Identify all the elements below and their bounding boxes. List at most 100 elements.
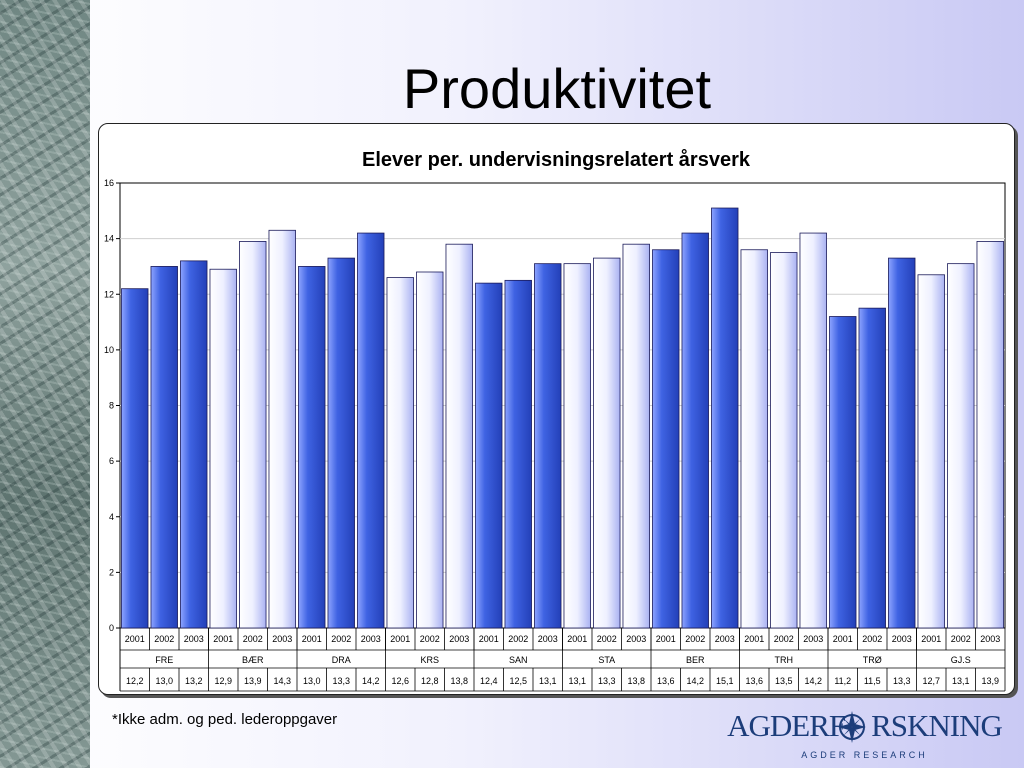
category-label: FRE	[155, 655, 173, 665]
logo-wordmark: AGDERF RSKNING	[722, 708, 1007, 744]
bar	[858, 307, 886, 629]
bar	[681, 232, 709, 629]
year-label: 2002	[685, 634, 705, 644]
year-label: 2003	[892, 634, 912, 644]
value-label: 12,4	[480, 676, 498, 686]
year-label: 2001	[656, 634, 676, 644]
bar	[445, 243, 473, 629]
year-label: 2002	[774, 634, 794, 644]
bar	[770, 252, 798, 629]
bar	[917, 274, 945, 629]
category-label: TRH	[775, 655, 794, 665]
value-label: 14,2	[686, 676, 704, 686]
bar	[976, 241, 1004, 629]
category-label: SAN	[509, 655, 528, 665]
value-label: 13,0	[155, 676, 173, 686]
compass-rose-icon	[838, 711, 866, 743]
category-label: BER	[686, 655, 705, 665]
year-label: 2002	[331, 634, 351, 644]
year-label: 2002	[154, 634, 174, 644]
value-label: 12,9	[214, 676, 232, 686]
year-label: 2003	[626, 634, 646, 644]
year-label: 2001	[744, 634, 764, 644]
y-tick-label: 12	[104, 289, 114, 299]
bar	[239, 241, 267, 629]
bar	[150, 266, 178, 629]
value-label: 13,3	[598, 676, 616, 686]
bar-chart: Elever per. undervisningsrelatert årsver…	[104, 148, 1006, 692]
y-tick-label: 0	[109, 623, 114, 633]
year-label: 2003	[272, 634, 292, 644]
bar	[327, 257, 355, 629]
year-label: 2001	[833, 634, 853, 644]
year-label: 2001	[479, 634, 499, 644]
value-label: 13,0	[303, 676, 321, 686]
bar	[799, 232, 827, 629]
value-label: 11,2	[834, 676, 851, 686]
bar	[888, 257, 916, 629]
value-label: 12,2	[126, 676, 144, 686]
bar	[475, 282, 503, 629]
value-label: 14,2	[362, 676, 380, 686]
y-tick-label: 4	[109, 512, 114, 522]
agderforskning-logo: AGDERF RSKNING AGDER RESEARCH	[722, 705, 1007, 765]
value-label: 13,1	[952, 676, 970, 686]
category-label: BÆR	[242, 655, 264, 665]
bar	[534, 263, 562, 629]
year-label: 2003	[803, 634, 823, 644]
year-label: 2003	[715, 634, 735, 644]
y-tick-label: 8	[109, 401, 114, 411]
footnote: *Ikke adm. og ped. lederoppgaver	[112, 711, 338, 728]
year-label: 2001	[213, 634, 233, 644]
value-label: 13,8	[627, 676, 645, 686]
value-label: 13,3	[332, 676, 350, 686]
bar	[416, 271, 444, 629]
value-label: 13,3	[893, 676, 911, 686]
bar	[268, 229, 296, 629]
value-label: 13,6	[745, 676, 763, 686]
bar	[622, 243, 650, 629]
logo-tagline: AGDER RESEARCH	[801, 750, 928, 760]
bar	[711, 207, 739, 629]
year-label: 2002	[951, 634, 971, 644]
bar	[829, 316, 857, 629]
year-label: 2003	[361, 634, 381, 644]
bar	[652, 249, 680, 629]
value-label: 13,1	[539, 676, 557, 686]
value-label: 11,5	[864, 676, 881, 686]
chart-frame: Elever per. undervisningsrelatert årsver…	[98, 123, 1015, 695]
bar	[563, 263, 591, 629]
logo-wordmark-start: AGDERF	[727, 708, 846, 743]
year-label: 2001	[302, 634, 322, 644]
year-label: 2002	[597, 634, 617, 644]
value-label: 13,6	[657, 676, 675, 686]
value-label: 14,2	[804, 676, 822, 686]
bar	[386, 277, 414, 629]
year-label: 2002	[862, 634, 882, 644]
year-label: 2001	[921, 634, 941, 644]
y-tick-label: 16	[104, 178, 114, 188]
slide-title: Produktivitet	[402, 57, 712, 120]
y-tick-label: 2	[109, 567, 114, 577]
value-label: 14,3	[273, 676, 291, 686]
value-label: 12,8	[421, 676, 439, 686]
chart-title: Elever per. undervisningsrelatert årsver…	[362, 148, 751, 171]
category-label: DRA	[332, 655, 351, 665]
logo-wordmark-end: RSKNING	[871, 708, 1003, 743]
year-label: 2002	[508, 634, 528, 644]
bar	[593, 257, 621, 629]
value-label: 13,9	[244, 676, 262, 686]
year-label: 2003	[538, 634, 558, 644]
value-label: 13,1	[568, 676, 586, 686]
decorative-photo-strip	[0, 0, 90, 768]
bar	[357, 232, 385, 629]
y-tick-label: 14	[104, 234, 114, 244]
year-label: 2003	[449, 634, 469, 644]
year-label: 2003	[980, 634, 1000, 644]
year-label: 2001	[125, 634, 145, 644]
bar	[947, 263, 975, 629]
value-label: 12,5	[509, 676, 527, 686]
bar	[121, 288, 149, 629]
value-label: 13,9	[981, 676, 999, 686]
category-label: KRS	[420, 655, 439, 665]
